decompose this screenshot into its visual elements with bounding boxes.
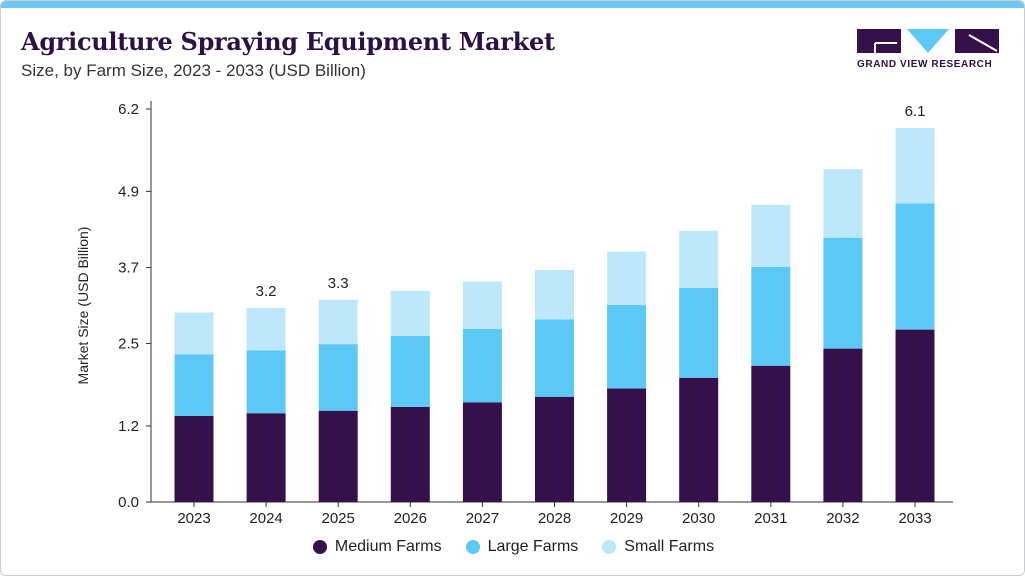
x-tick-label: 2025 [322,510,355,527]
chart-subtitle: Size, by Farm Size, 2023 - 2033 (USD Bil… [21,61,366,80]
x-tick-label: 2029 [610,510,643,527]
bar-medium-2033 [895,329,935,502]
bar-medium-2028 [535,396,574,502]
x-tick-label: 2023 [177,510,210,527]
legend: Medium Farms Large Farms Small Farms [1,538,1024,556]
bar-medium-2025 [318,410,358,502]
bar-large-2032 [823,237,863,349]
bar-small-2026 [390,290,430,336]
x-tick-label: 2027 [466,510,499,527]
y-tick-label: 6.2 [118,101,139,118]
accent-bar [1,1,1024,8]
bar-medium-2026 [390,406,430,502]
legend-item-large: Large Farms [465,538,579,556]
bar-small-2031 [751,204,791,267]
x-tick-label: 2026 [394,510,427,527]
legend-label-large: Large Farms [487,538,579,555]
bar-large-2029 [607,304,647,389]
x-tick-label: 2033 [898,510,931,527]
bar-small-2027 [462,281,502,329]
legend-item-medium: Medium Farms [312,538,442,556]
bar-medium-2027 [462,402,502,502]
bar-medium-2030 [679,377,719,502]
y-tick-label: 0.0 [118,494,139,511]
y-tick-label: 4.9 [118,183,139,200]
legend-label-small: Small Farms [624,538,715,555]
grand-view-research-logo-icon [857,29,999,53]
legend-label-medium: Medium Farms [334,538,442,555]
total-label-2033: 6.1 [905,103,926,120]
bar-small-2029 [607,251,647,305]
x-tick-label: 2032 [826,510,859,527]
x-tick-label: 2024 [249,510,282,527]
bar-large-2028 [535,319,574,397]
legend-item-small: Small Farms [602,538,714,556]
total-label-2025: 3.3 [328,275,349,292]
legend-swatch-medium [312,540,327,554]
legend-swatch-small [602,540,617,554]
bar-large-2033 [895,203,935,330]
x-tick-label: 2028 [538,510,571,527]
x-tick-label: 2030 [682,510,715,527]
bar-small-2025 [318,299,358,345]
bar-medium-2031 [751,365,791,502]
legend-swatch-large [465,540,480,554]
y-tick-label: 1.2 [118,418,139,435]
bar-large-2031 [751,266,791,366]
logo-wordmark: GRAND VIEW RESEARCH [857,59,993,70]
bar-medium-2029 [607,388,647,502]
bar-medium-2032 [823,348,863,502]
y-axis-label: Market Size (USD Billion) [75,227,91,385]
bar-large-2026 [390,335,430,407]
bar-small-2024 [246,308,286,351]
bar-large-2025 [318,344,358,411]
y-tick-label: 3.7 [118,259,139,276]
bar-large-2023 [174,354,214,416]
bar-small-2033 [895,128,935,204]
bar-large-2024 [246,350,286,414]
y-tick-label: 2.5 [118,336,139,353]
bar-small-2030 [679,230,719,288]
x-tick-label: 2031 [754,510,787,527]
bar-large-2030 [679,287,719,378]
bar-small-2023 [174,312,214,355]
chart-title: Agriculture Spraying Equipment Market [21,27,555,56]
bar-medium-2024 [246,413,286,502]
bar-small-2028 [535,270,574,320]
bar-small-2032 [823,169,863,238]
bar-medium-2023 [174,415,214,502]
bar-large-2027 [462,328,502,403]
total-label-2024: 3.2 [256,283,277,300]
